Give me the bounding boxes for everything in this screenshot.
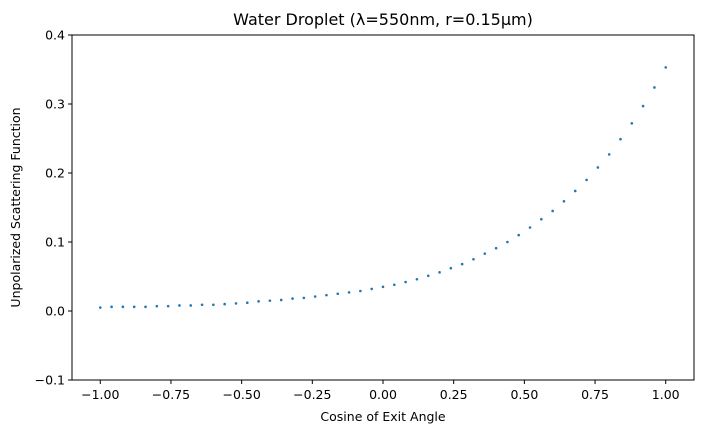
data-point (562, 199, 566, 203)
data-points (98, 66, 668, 309)
data-point (279, 298, 283, 302)
data-point (494, 246, 498, 250)
data-point (359, 289, 362, 293)
plot-area-frame (71, 34, 695, 381)
data-point (325, 293, 328, 297)
data-point (630, 122, 634, 125)
data-point (178, 304, 181, 307)
x-tick-label: −0.50 (222, 387, 260, 402)
data-point (313, 295, 317, 298)
data-point (472, 257, 475, 261)
data-point (291, 297, 294, 300)
x-tick-label: −1.00 (81, 387, 119, 402)
y-tick-label: 0.2 (45, 166, 65, 181)
data-point (438, 271, 441, 274)
data-point (404, 280, 407, 284)
data-point (540, 217, 543, 221)
data-point (619, 137, 622, 141)
data-point (144, 305, 147, 309)
data-point (336, 292, 340, 296)
y-tick-label: −0.1 (35, 373, 65, 388)
y-tick-label: 0.1 (45, 235, 65, 250)
data-point (528, 226, 532, 229)
data-point (641, 104, 645, 108)
data-point (607, 153, 611, 156)
y-axis-label: Unpolarized Scattering Function (8, 107, 23, 307)
data-point (449, 266, 453, 270)
data-point (155, 304, 159, 308)
data-point (121, 305, 125, 309)
x-axis-ticks: −1.00 −0.75 −0.50 −0.25 0.00 0.25 0.50 0.75 1.00 (81, 380, 680, 402)
y-axis-ticks: −0.1 0.0 0.1 0.2 0.3 0.4 (35, 28, 72, 388)
data-point (268, 299, 272, 302)
data-point (415, 277, 419, 281)
x-axis-label: Cosine of Exit Angle (320, 409, 445, 424)
y-tick-label: 0.4 (45, 28, 65, 43)
data-point (483, 252, 487, 256)
data-point (245, 301, 249, 305)
x-tick-label: 0.25 (440, 387, 468, 402)
data-point (132, 305, 136, 309)
data-point (573, 189, 577, 193)
y-tick-label: 0.0 (45, 304, 65, 319)
x-tick-label: −0.25 (293, 387, 331, 402)
x-tick-label: 0.50 (510, 387, 538, 402)
data-point (460, 262, 464, 266)
data-point (200, 303, 204, 307)
data-point (302, 296, 306, 300)
data-point (166, 304, 170, 308)
chart-title: Water Droplet (λ=550nm, r=0.15μm) (233, 10, 533, 29)
data-point (551, 209, 554, 213)
data-point (370, 287, 373, 291)
data-point (212, 303, 215, 307)
data-point (585, 178, 588, 182)
data-point (257, 300, 260, 303)
data-point (189, 304, 193, 307)
x-tick-label: 0.00 (369, 387, 397, 402)
data-point (110, 305, 113, 309)
data-point (393, 283, 396, 287)
data-point (234, 302, 238, 305)
data-point (653, 86, 656, 89)
x-tick-label: −0.75 (152, 387, 190, 402)
x-tick-label: 0.75 (581, 387, 609, 402)
data-point (98, 306, 102, 309)
y-tick-label: 0.3 (45, 97, 65, 112)
data-point (223, 302, 226, 306)
data-point (426, 274, 430, 278)
data-point (517, 233, 521, 237)
data-point (381, 285, 385, 289)
data-point (506, 240, 509, 244)
data-point (664, 66, 668, 69)
data-point (596, 166, 600, 169)
data-point (347, 291, 351, 294)
x-tick-label: 1.00 (652, 387, 680, 402)
